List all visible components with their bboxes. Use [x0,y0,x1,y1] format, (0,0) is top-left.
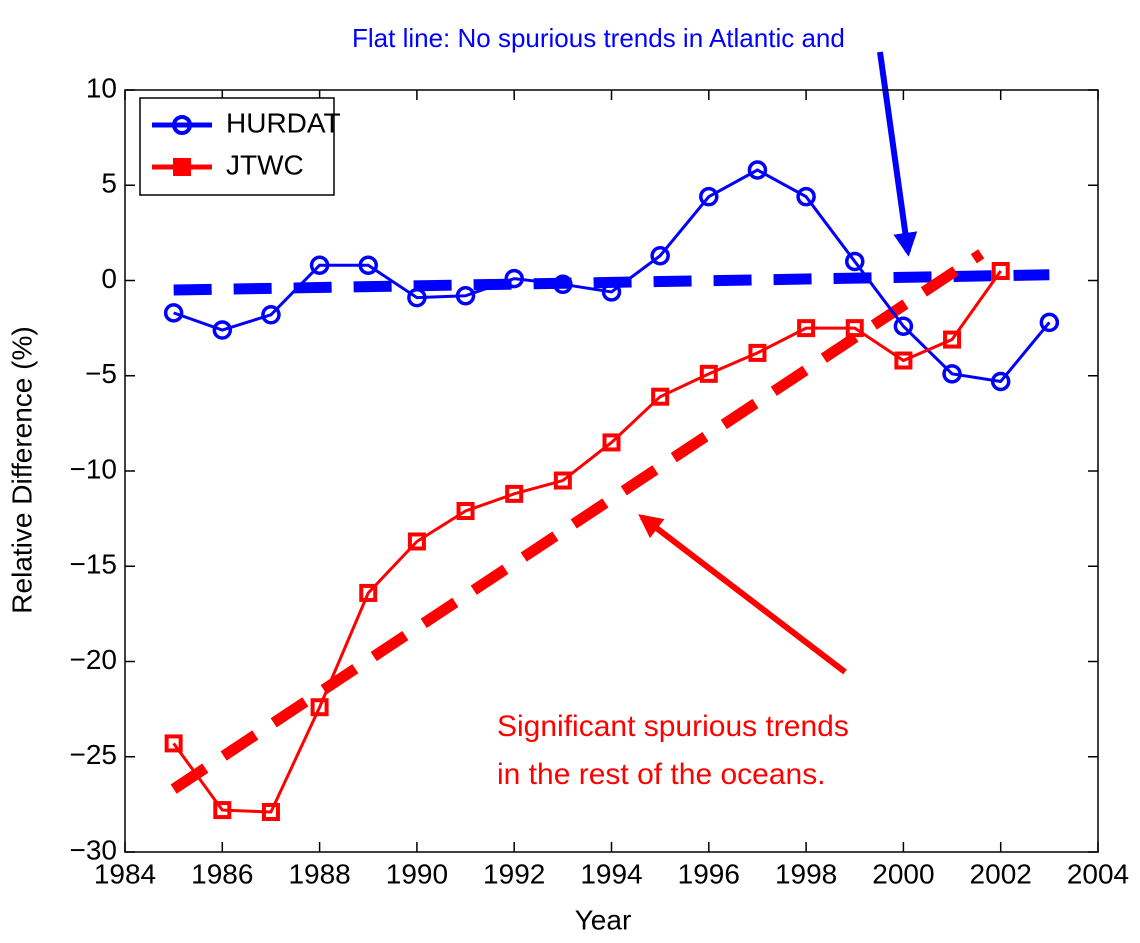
legend-label: JTWC [226,149,304,180]
marker [212,320,233,340]
marker [164,734,183,753]
arrow [877,51,918,257]
series-line [173,168,1051,384]
marker [553,274,573,295]
marker [456,502,475,521]
legend-marker [172,115,192,135]
x-tick-label: 1988 [288,858,350,889]
marker [601,282,622,302]
marker [505,484,524,503]
marker [407,532,426,551]
x-tick-label: 2000 [872,858,934,889]
y-tick-label: −10 [70,453,118,484]
y-tick-label: 10 [86,72,117,103]
marker [650,245,670,266]
marker [942,364,962,384]
legend-marker [173,158,191,176]
marker [748,343,767,362]
legend-label: HURDAT [226,107,341,138]
marker [358,255,378,276]
annotation: in the rest of the oceans. [497,758,826,791]
marker [699,364,718,383]
marker [797,319,816,338]
x-tick-label: 1992 [483,858,545,889]
arrow [638,514,847,675]
marker [894,351,913,370]
y-tick-label: −5 [85,358,117,389]
x-tick-label: 1984 [94,858,156,889]
annotation: Flat line: No spurious trends in Atlanti… [352,23,845,53]
marker [699,186,719,207]
x-tick-label: 1996 [678,858,740,889]
marker [163,303,184,323]
marker [990,371,1011,392]
marker [309,255,330,276]
marker [747,160,768,180]
marker [261,305,281,325]
marker [845,251,865,272]
annotation: Significant spurious trends [497,710,849,743]
x-tick-label: 1990 [386,858,448,889]
y-axis-label: Relative Difference (%) [6,326,37,613]
y-tick-label: 5 [101,168,117,199]
marker [845,319,864,338]
legend-box [139,97,335,196]
marker [455,285,476,306]
y-tick-label: 0 [101,263,117,294]
marker [213,801,232,820]
marker [310,698,329,717]
marker [261,802,280,821]
marker [1039,312,1060,333]
marker [943,330,962,349]
y-tick-label: −30 [70,834,118,865]
x-tick-label: 1994 [580,858,642,889]
marker [602,433,621,452]
y-tick-label: −15 [70,549,118,580]
y-tick-label: −20 [70,644,118,675]
y-tick-label: −25 [70,739,118,770]
x-axis-label: Year [575,904,632,935]
x-tick-label: 2002 [970,858,1032,889]
x-tick-label: 2004 [1067,858,1129,889]
x-tick-label: 1998 [775,858,837,889]
marker [504,268,524,289]
marker [991,261,1010,280]
marker [359,583,378,602]
marker [407,287,427,308]
x-tick-label: 1986 [191,858,253,889]
marker [796,186,816,207]
marker [553,471,572,490]
marker [651,387,670,406]
trend-line [170,249,985,794]
marker [893,316,914,336]
